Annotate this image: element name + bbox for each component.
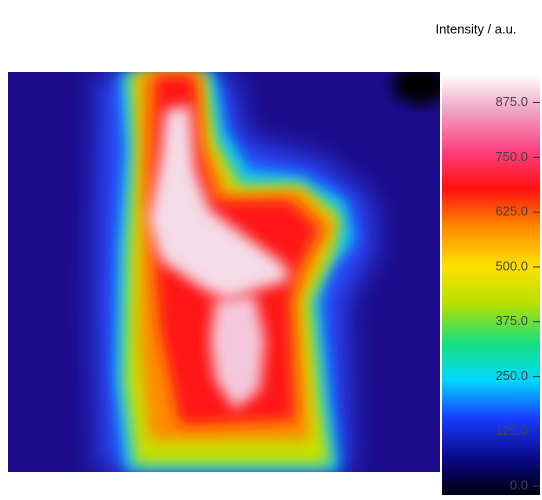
colorbar-tick-label: 250.0: [495, 368, 528, 383]
colorbar-tick-label: 875.0: [495, 94, 528, 109]
chart: Intensity / a.u. 0.0 125.0 250.0 375.0 500.0…: [0, 0, 542, 495]
colorbar-tick-label: 0.0: [510, 478, 528, 493]
colorbar-title: Intensity / a.u.: [436, 21, 517, 36]
heatmap: [8, 65, 448, 472]
colorbar-tick-label: 750.0: [495, 149, 528, 164]
colorbar-tick-label: 125.0: [495, 423, 528, 438]
colorbar-tick-label: 500.0: [495, 258, 528, 273]
colorbar-tick-label: 375.0: [495, 313, 528, 328]
colorbar-tick-label: 625.0: [495, 204, 528, 219]
